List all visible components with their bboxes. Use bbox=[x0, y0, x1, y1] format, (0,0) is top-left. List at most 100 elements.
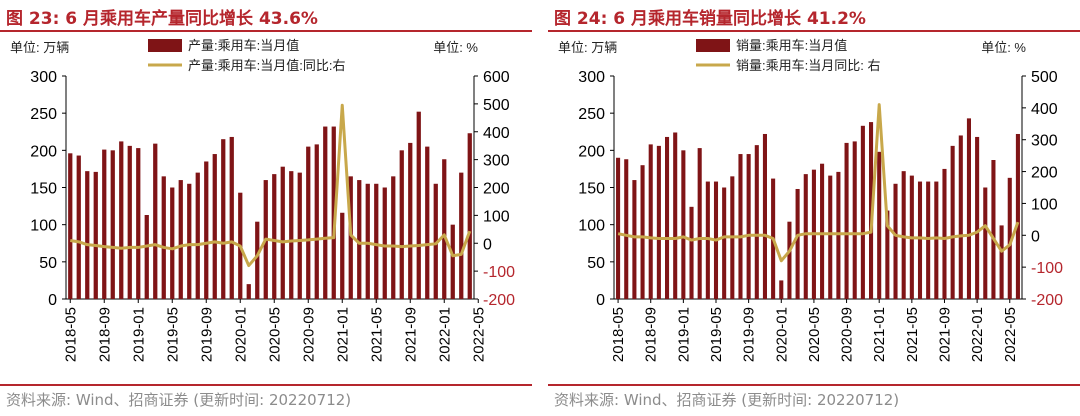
right-tick-label: 0 bbox=[1031, 228, 1040, 245]
legend-bar-label: 销量:乘用车:当月值 bbox=[736, 38, 847, 53]
right-tick-label: 200 bbox=[1031, 165, 1058, 182]
bar bbox=[689, 206, 694, 299]
right-tick-label: 500 bbox=[483, 97, 510, 114]
bar bbox=[382, 187, 387, 299]
bar bbox=[738, 154, 743, 299]
bar bbox=[348, 176, 353, 299]
bar bbox=[705, 181, 710, 299]
bar bbox=[323, 126, 328, 299]
chart-title: 图 23: 6 月乘用车产量同比增长 43.6% bbox=[6, 9, 318, 29]
bar bbox=[416, 111, 421, 300]
bar bbox=[272, 174, 277, 299]
bar bbox=[246, 284, 251, 299]
bar bbox=[187, 183, 192, 299]
bar bbox=[852, 141, 857, 299]
right-unit-label: 单位: % bbox=[981, 40, 1026, 55]
right-tick-label: -100 bbox=[1031, 260, 1063, 277]
bar bbox=[844, 142, 849, 299]
x-tick-label: 2020-09 bbox=[300, 307, 317, 362]
x-tick-label: 2022-01 bbox=[969, 307, 986, 362]
bar bbox=[450, 224, 455, 299]
bar bbox=[85, 171, 90, 299]
bar bbox=[204, 161, 209, 299]
left-tick-label: 50 bbox=[39, 255, 57, 272]
bar bbox=[779, 280, 784, 299]
bar bbox=[616, 157, 621, 299]
left-tick-label: 100 bbox=[30, 218, 57, 235]
bar bbox=[754, 145, 759, 299]
right-tick-label: 400 bbox=[1031, 101, 1058, 118]
x-tick-label: 2021-01 bbox=[334, 307, 351, 362]
legend-line-label: 产量:乘用车:当月值:同比:右 bbox=[188, 58, 345, 73]
bar bbox=[697, 148, 702, 299]
x-tick-label: 2021-05 bbox=[368, 307, 385, 362]
bar bbox=[983, 187, 988, 299]
right-tick-label: 400 bbox=[483, 125, 510, 142]
bar bbox=[632, 180, 637, 299]
x-tick-label: 2019-09 bbox=[741, 307, 758, 362]
left-tick-label: 100 bbox=[578, 218, 605, 235]
bar bbox=[795, 188, 800, 299]
bar bbox=[624, 159, 629, 299]
left-tick-label: 300 bbox=[30, 69, 57, 86]
bar bbox=[331, 126, 336, 299]
x-tick-label: 2022-05 bbox=[1002, 307, 1019, 362]
bar bbox=[306, 146, 311, 299]
yoy-line bbox=[617, 103, 1020, 263]
bar bbox=[119, 141, 124, 299]
legend-bar-label: 产量:乘用车:当月值 bbox=[188, 38, 299, 53]
chart-panel-production: 图 23: 6 月乘用车产量同比增长 43.6% 单位: 万辆 单位: % 产量:乘… bbox=[0, 0, 532, 416]
left-tick-label: 50 bbox=[587, 255, 605, 272]
x-tick-label: 2018-09 bbox=[643, 307, 660, 362]
source-divider bbox=[548, 384, 1080, 386]
x-tick-label: 2018-09 bbox=[96, 307, 113, 362]
bar bbox=[425, 146, 430, 299]
bar bbox=[828, 175, 833, 299]
bar bbox=[640, 165, 645, 299]
legend-bar-swatch bbox=[696, 39, 730, 52]
right-tick-label: 100 bbox=[1031, 196, 1058, 213]
legend-bar-swatch bbox=[148, 39, 182, 52]
right-tick-label: 200 bbox=[483, 181, 510, 198]
source-note: 资料来源: Wind、招商证券 (更新时间: 20220712) bbox=[554, 391, 900, 409]
bar bbox=[195, 172, 200, 299]
bar bbox=[665, 136, 670, 299]
left-tick-label: 0 bbox=[596, 292, 605, 309]
bar bbox=[170, 187, 175, 299]
bar bbox=[459, 172, 464, 299]
bar bbox=[966, 118, 971, 300]
title-divider bbox=[548, 30, 1080, 32]
bar bbox=[212, 154, 217, 299]
bar bbox=[68, 153, 73, 299]
legend-line-label: 销量:乘用车:当月同比: 右 bbox=[736, 58, 880, 73]
bar bbox=[958, 135, 963, 299]
bar bbox=[860, 125, 865, 299]
bar bbox=[76, 155, 81, 299]
x-tick-label: 2021-05 bbox=[904, 307, 921, 362]
bar bbox=[374, 183, 379, 299]
bar bbox=[1007, 177, 1012, 299]
bar bbox=[893, 183, 898, 299]
x-tick-label: 2020-09 bbox=[839, 307, 856, 362]
left-tick-label: 200 bbox=[578, 143, 605, 160]
bar bbox=[885, 210, 890, 299]
x-tick-label: 2019-09 bbox=[198, 307, 215, 362]
source-note: 资料来源: Wind、招商证券 (更新时间: 20220712) bbox=[6, 391, 352, 409]
bar bbox=[722, 187, 727, 299]
left-tick-label: 250 bbox=[578, 106, 605, 123]
right-tick-label: 300 bbox=[483, 153, 510, 170]
bar bbox=[391, 176, 396, 299]
x-tick-label: 2022-05 bbox=[470, 307, 487, 362]
bar bbox=[991, 160, 996, 299]
bar bbox=[280, 166, 285, 299]
x-tick-label: 2020-01 bbox=[773, 307, 790, 362]
x-tick-label: 2021-09 bbox=[402, 307, 419, 362]
bar bbox=[442, 159, 447, 299]
left-tick-label: 300 bbox=[578, 69, 605, 86]
bar bbox=[221, 139, 226, 299]
bar bbox=[297, 172, 302, 299]
x-tick-label: 2020-01 bbox=[232, 307, 249, 362]
yoy-line bbox=[70, 103, 472, 268]
